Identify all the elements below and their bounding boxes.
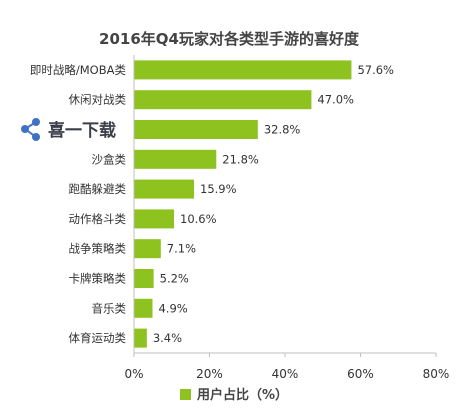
category-label: 战争策略类 bbox=[69, 242, 127, 256]
value-label: 4.9% bbox=[158, 301, 187, 315]
bars bbox=[134, 60, 352, 348]
value-labels: 57.6% 47.0% 32.8% 21.8% 15.9% 10.6% 7.1% 5.2% 4.… bbox=[153, 63, 394, 345]
x-tick-label: 40% bbox=[272, 367, 299, 381]
x-tick-label: 0% bbox=[124, 367, 143, 381]
category-label: 跑酷躲避类 bbox=[69, 182, 127, 196]
bar bbox=[134, 269, 154, 288]
bar bbox=[134, 179, 195, 199]
value-label: 10.6% bbox=[180, 212, 217, 226]
x-axis-ticks: 0% 20% 40% 60% 80% bbox=[124, 353, 449, 381]
value-label: 15.9% bbox=[200, 182, 237, 196]
share-icon bbox=[21, 118, 40, 141]
value-label: 47.0% bbox=[317, 93, 354, 107]
category-label: 体育运动类 bbox=[69, 331, 127, 345]
bar bbox=[134, 239, 161, 259]
legend-swatch bbox=[180, 389, 191, 400]
value-label: 32.8% bbox=[264, 123, 301, 137]
category-labels: 即时战略/MOBA类休闲对战类沙盒类跑酷躲避类动作格斗类战争策略类卡牌策略类音乐… bbox=[30, 63, 127, 345]
bar bbox=[134, 60, 352, 80]
bar bbox=[134, 120, 258, 139]
value-label: 21.8% bbox=[222, 152, 259, 166]
bar bbox=[134, 149, 217, 169]
value-label: 7.1% bbox=[167, 242, 196, 256]
bar bbox=[134, 209, 175, 229]
category-label: 音乐类 bbox=[92, 301, 127, 315]
legend: 用户占比（%） bbox=[180, 387, 288, 403]
x-tick-label: 80% bbox=[423, 367, 450, 381]
category-label: 休闲对战类 bbox=[69, 93, 127, 107]
category-label: 沙盒类 bbox=[92, 152, 127, 166]
category-label: 即时战略/MOBA类 bbox=[30, 63, 127, 77]
chart-title: 2016年Q4玩家对各类型手游的喜好度 bbox=[99, 30, 360, 48]
value-label: 57.6% bbox=[357, 63, 394, 77]
value-label: 3.4% bbox=[153, 331, 182, 345]
bar bbox=[134, 298, 153, 318]
bar bbox=[134, 328, 147, 348]
watermark: 喜一下载 bbox=[21, 118, 116, 141]
category-label: 卡牌策略类 bbox=[69, 272, 127, 286]
legend-label: 用户占比（%） bbox=[196, 387, 288, 403]
category-label: 动作格斗类 bbox=[69, 212, 127, 226]
watermark-text: 喜一下载 bbox=[48, 120, 116, 141]
bar bbox=[134, 90, 312, 110]
value-label: 5.2% bbox=[160, 272, 189, 286]
x-tick-label: 60% bbox=[347, 367, 374, 381]
x-tick-label: 20% bbox=[196, 367, 223, 381]
